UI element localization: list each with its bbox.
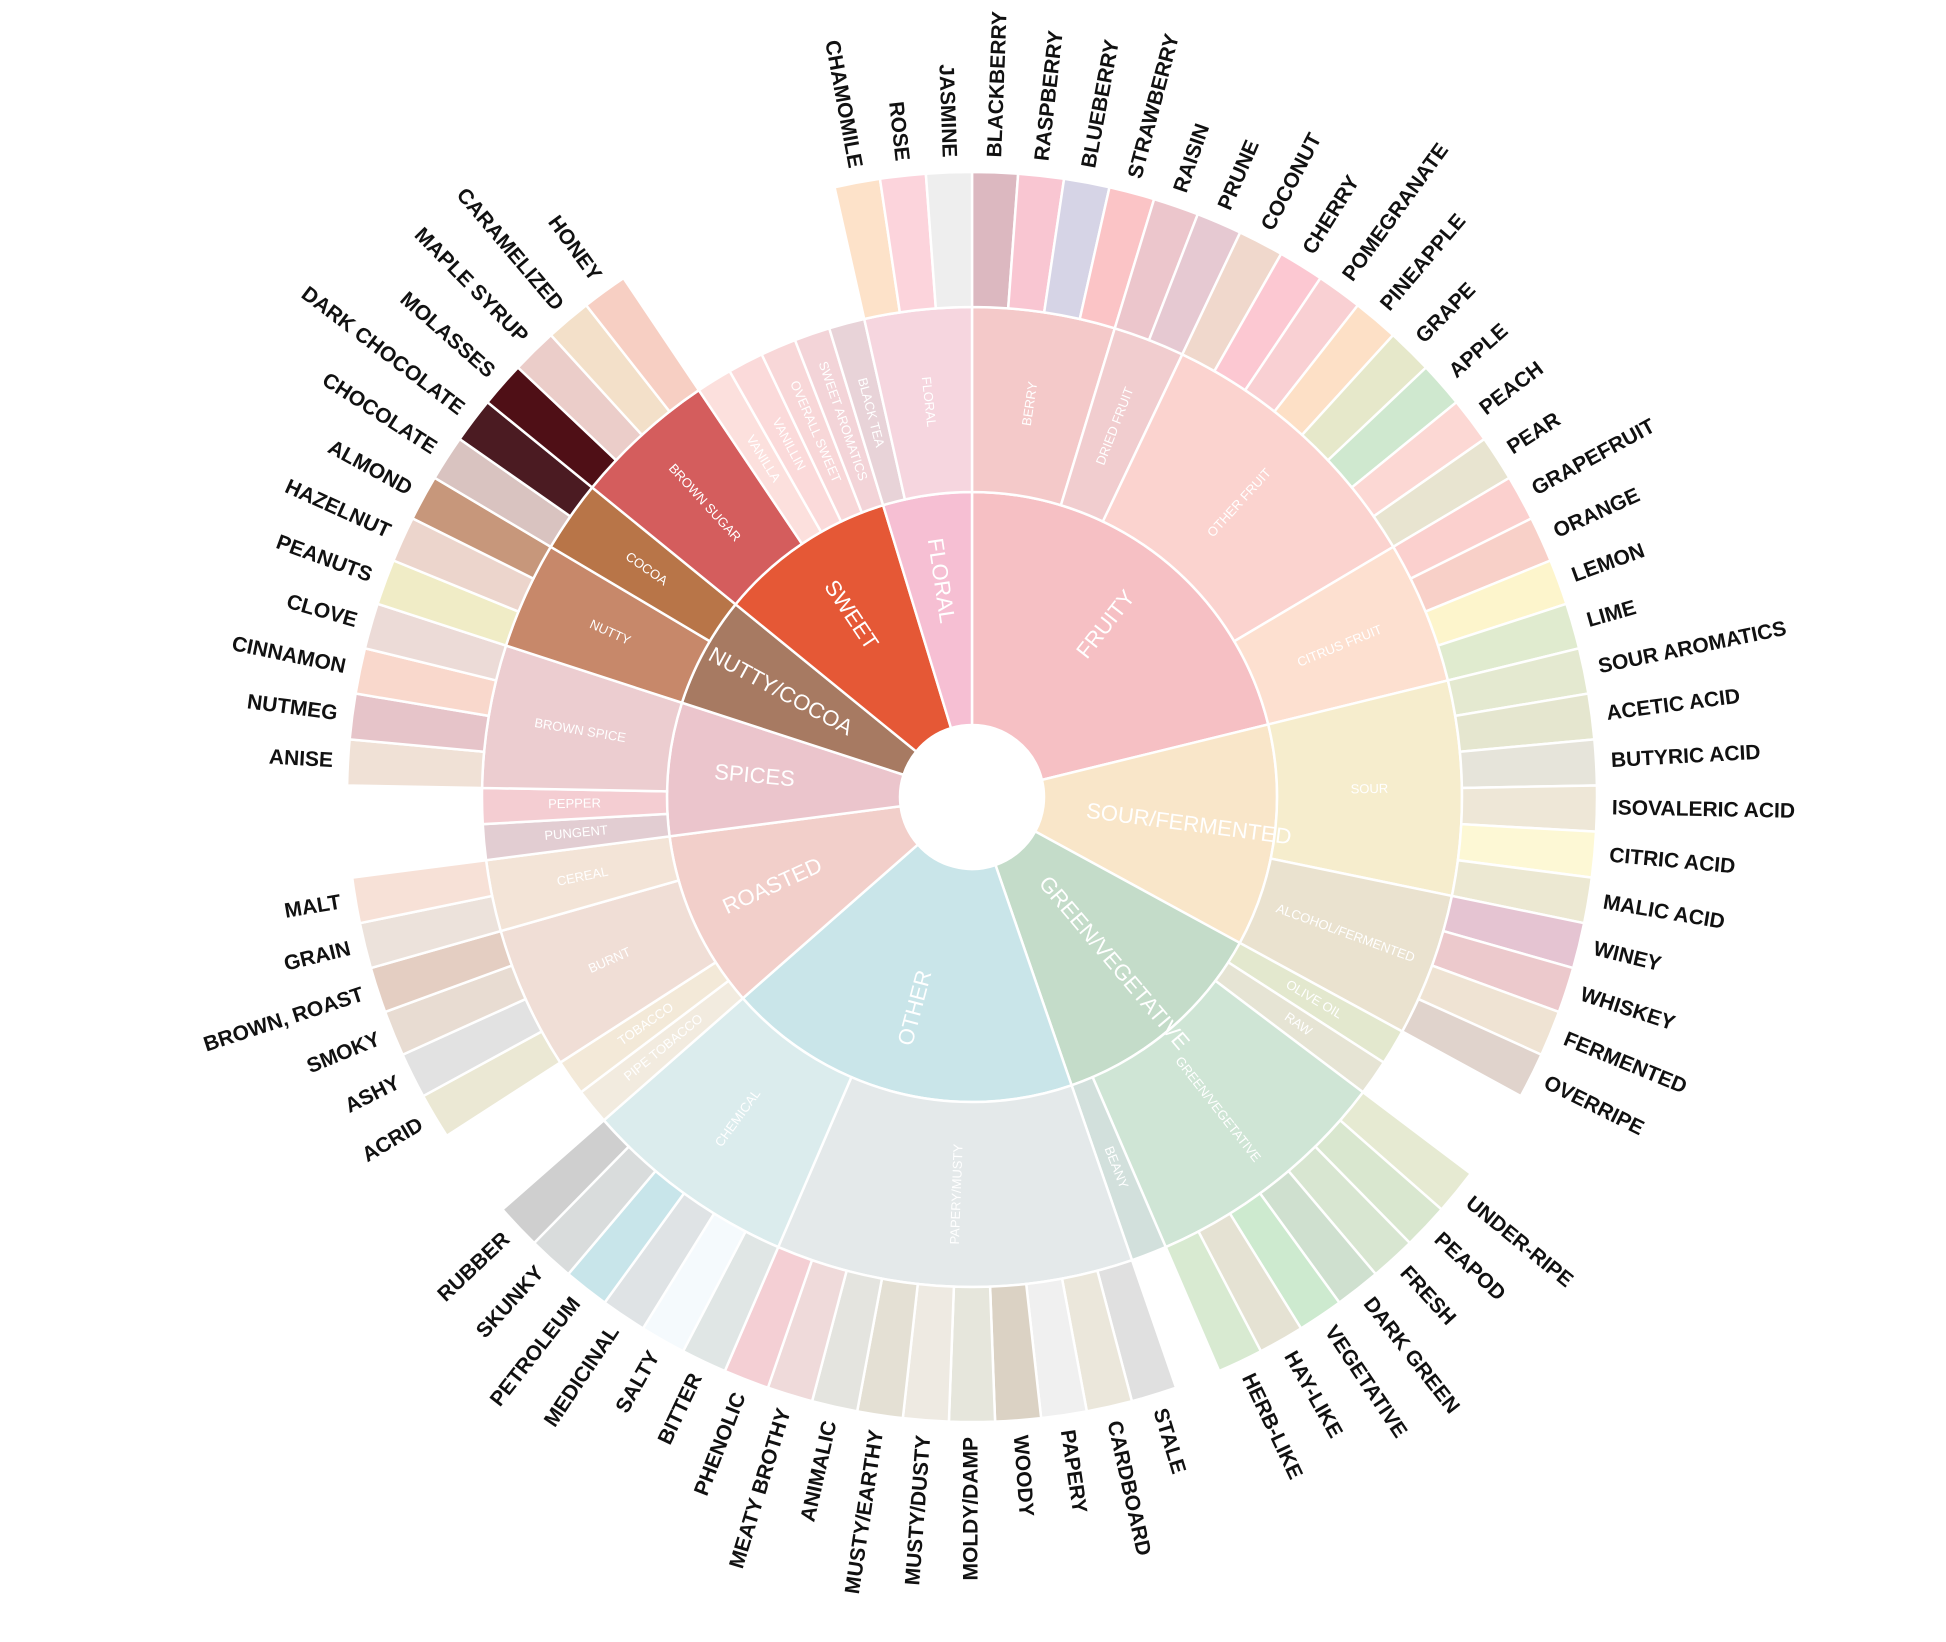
flavor-label: BLACKBERRY [983,11,1011,158]
flavor-label: FRESH [1395,1262,1460,1330]
flavor-label: MALT [283,891,343,923]
flavor-label: ORANGE [1550,484,1643,543]
flavor-label: GRAPE [1411,278,1480,347]
flavor-label: JASMINE [934,64,960,158]
flavor-label: PEAR [1503,408,1565,459]
flavor-label: ANIMALIC [797,1419,842,1524]
flavor-label: MALIC ACID [1601,891,1726,934]
flavor-label: ALMOND [324,436,416,500]
flavor-label: PRUNE [1214,137,1264,214]
flavor-label: SALTY [611,1347,664,1417]
flavor-arc [947,1285,997,1424]
flavor-label: HONEY [543,211,606,285]
flavor-label: MOLDY/DAMP [960,1437,983,1581]
flavor-label: DARK CHOCOLATE [297,282,469,420]
flavor-label: APPLE [1445,319,1513,382]
flavor-label: OVERRIPE [1540,1071,1647,1140]
flavor-label: SOUR AROMATICS [1596,617,1788,678]
flavor-label: RAISIN [1169,121,1214,196]
flavor-label: RASPBERRY [1030,29,1067,162]
flavor-label: ACRID [358,1113,427,1167]
flavor-arc [924,170,974,310]
flavor-label: PEACH [1475,357,1548,420]
flavor-label: BUTYRIC ACID [1610,741,1761,772]
flavor-label: HAY-LIKE [1279,1347,1347,1442]
flavor-label: CLOVE [284,590,360,632]
flavor-label: HAZELNUT [282,475,395,543]
subcategory-label: SOUR [1350,781,1388,797]
flavor-label: CHERRY [1298,172,1364,259]
flavor-label: WOODY [1009,1434,1038,1517]
flavor-label: MUSTY/EARTHY [841,1428,888,1595]
flavor-label: MUSTY/DUSTY [901,1434,935,1586]
flavor-label: ASHY [341,1071,403,1118]
subcategory-label: FLORAL [919,376,940,428]
flavor-label: CARDBOARD [1102,1419,1155,1558]
flavor-label: SMOKY [304,1028,384,1078]
flavor-label: LEMON [1569,539,1648,587]
flavor-label: STRAWBERRY [1124,31,1184,181]
subcategory-label: PEPPER [548,795,601,811]
flavor-label: NUTMEG [246,690,339,725]
flavor-label: WHISKEY [1577,983,1677,1035]
flavor-label: LIME [1584,596,1639,632]
flavor-label: WINEY [1591,937,1663,976]
flavor-label: BLUEBERRY [1077,38,1123,170]
flavor-label: BITTER [654,1370,707,1448]
subcategory-label: BERRY [1019,380,1040,427]
flavor-label: GRAIN [282,937,353,975]
flavor-label: ACETIC ACID [1605,685,1741,725]
flavor-label: PEANUTS [273,531,375,587]
flavor-label: PAPERY [1056,1428,1091,1515]
flavor-label: ANISE [268,746,333,773]
flavor-label: PHENOLIC [690,1389,751,1498]
flavor-label: CHAMOMILE [820,38,866,170]
flavor-label: ROSE [884,100,913,162]
flavor-label: STALE [1148,1406,1190,1477]
flavor-label: CITRIC ACID [1608,844,1736,879]
flavor-label: ISOVALERIC ACID [1612,796,1796,822]
subcategory-label: PUNGENT [544,822,609,843]
subcategory-label: PAPERY/MUSTY [947,1143,966,1244]
flavor-label: CINNAMON [230,632,348,678]
